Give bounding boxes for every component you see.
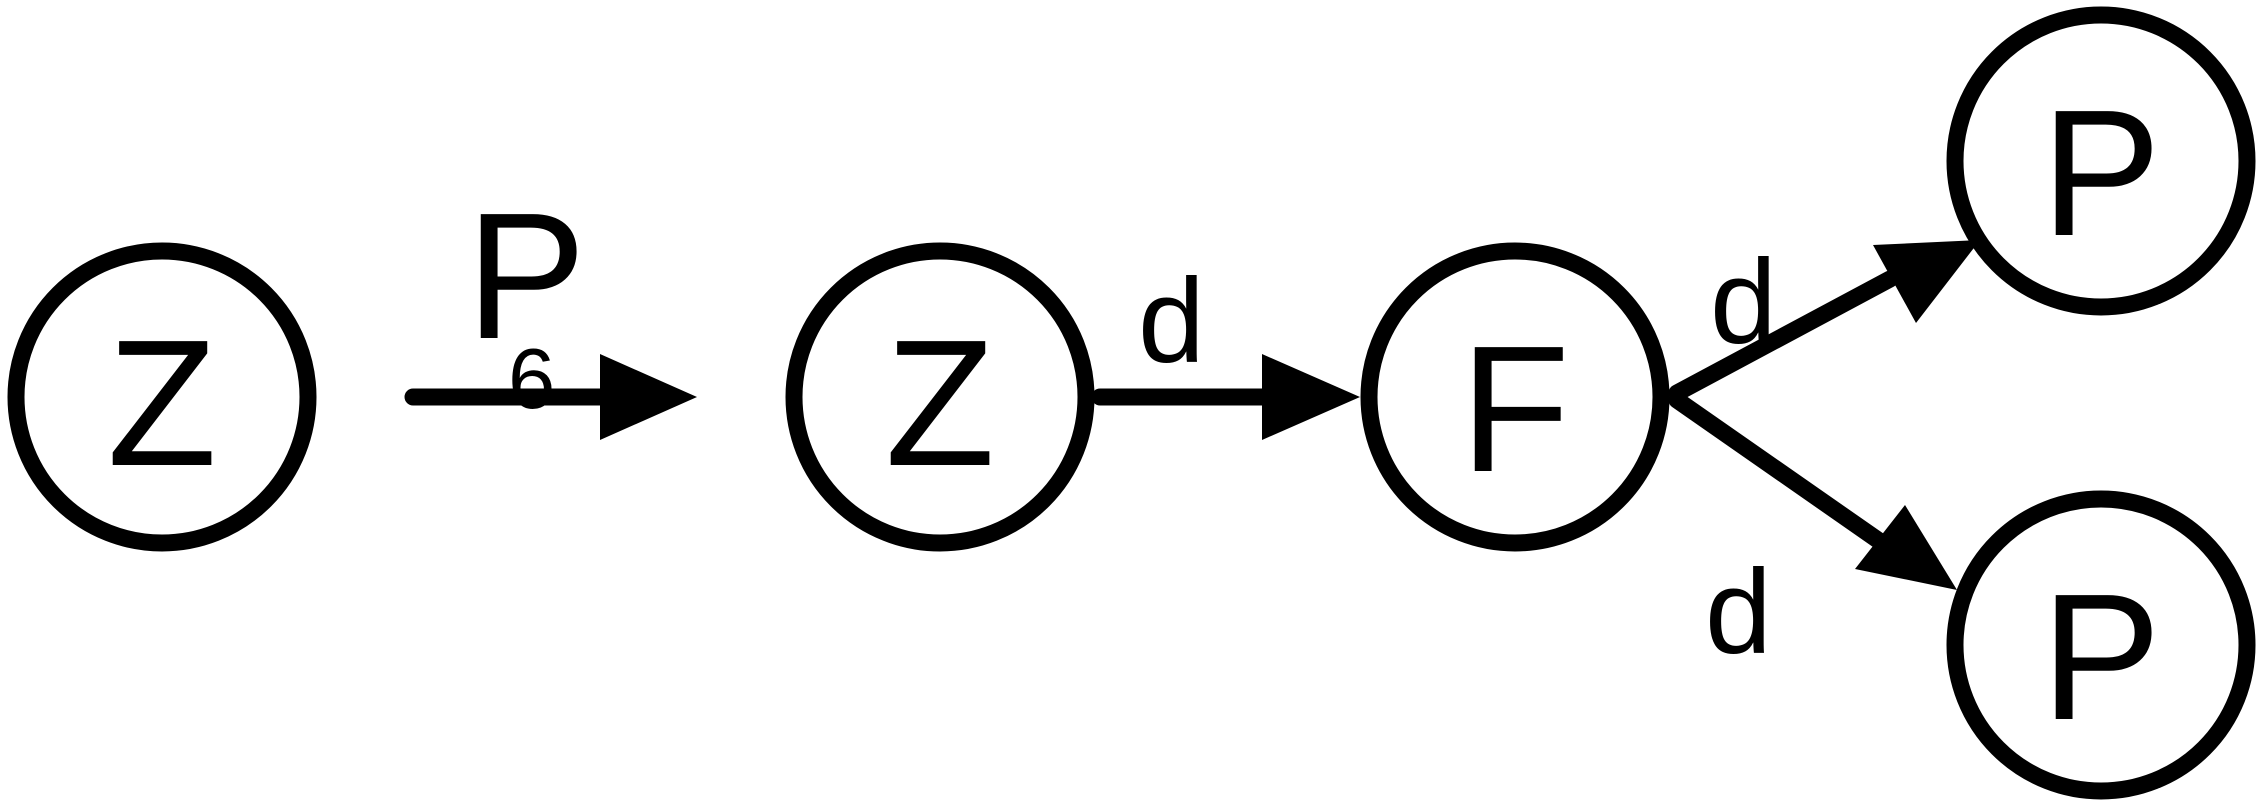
- node-z2-label: Z: [885, 303, 995, 504]
- node-p2-circle: [1946, 490, 2256, 800]
- node-p1-circle: [1946, 6, 2256, 316]
- node-z1-circle: [7, 242, 317, 552]
- edge-f-to-p1-line: [1668, 270, 1899, 402]
- edge-z1-to-z2-sublabel: 6: [508, 332, 555, 427]
- edge-f-to-p1-arrowhead: [1873, 240, 1980, 323]
- node-p2-label: P: [2041, 557, 2161, 758]
- edge-f-to-p2: d: [1668, 391, 1957, 679]
- node-z1: Z: [7, 242, 317, 552]
- node-f-label: F: [1460, 309, 1570, 510]
- edge-z1-to-z2: P 6: [404, 176, 697, 440]
- edge-f-to-p2-label: d: [1705, 545, 1772, 679]
- edge-z1-to-z2-arrowhead: [600, 354, 697, 440]
- node-z1-label: Z: [107, 303, 217, 504]
- node-p1: P: [1946, 6, 2256, 316]
- edge-z2-to-f-label: d: [1138, 254, 1205, 388]
- edge-z1-to-z2-label: P: [466, 176, 586, 377]
- node-z2-circle: [785, 242, 1095, 552]
- node-f-circle: [1360, 242, 1670, 552]
- edge-f-to-p2-arrowhead: [1855, 505, 1957, 590]
- node-z2: Z: [785, 242, 1095, 552]
- node-p1-label: P: [2041, 73, 2161, 274]
- edge-f-to-p1-label: d: [1710, 235, 1777, 369]
- edge-f-to-p2-line: [1668, 391, 1894, 554]
- node-p2: P: [1946, 490, 2256, 800]
- edge-z2-to-f-arrowhead: [1262, 354, 1360, 440]
- edge-z2-to-f: d: [1091, 254, 1360, 440]
- node-f: F: [1360, 242, 1670, 552]
- edge-f-to-p1: d: [1668, 235, 1980, 402]
